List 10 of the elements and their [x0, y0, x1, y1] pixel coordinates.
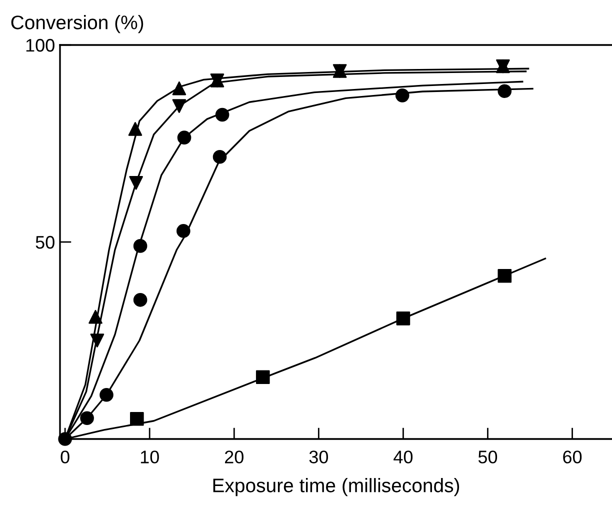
x-tick-label: 60: [563, 450, 582, 464]
x-tick-label: 40: [394, 450, 413, 464]
x-tick-label: 10: [140, 450, 159, 464]
y-axis-title: Conversion (%): [11, 15, 144, 34]
x-tick-label: 30: [309, 450, 328, 464]
y-tick-label: 100: [26, 38, 54, 52]
x-axis-title: Exposure time (milliseconds): [213, 478, 460, 496]
x-tick-label: 0: [60, 450, 70, 464]
x-tick-label: 20: [225, 450, 244, 464]
x-tick-label: 50: [478, 450, 498, 464]
